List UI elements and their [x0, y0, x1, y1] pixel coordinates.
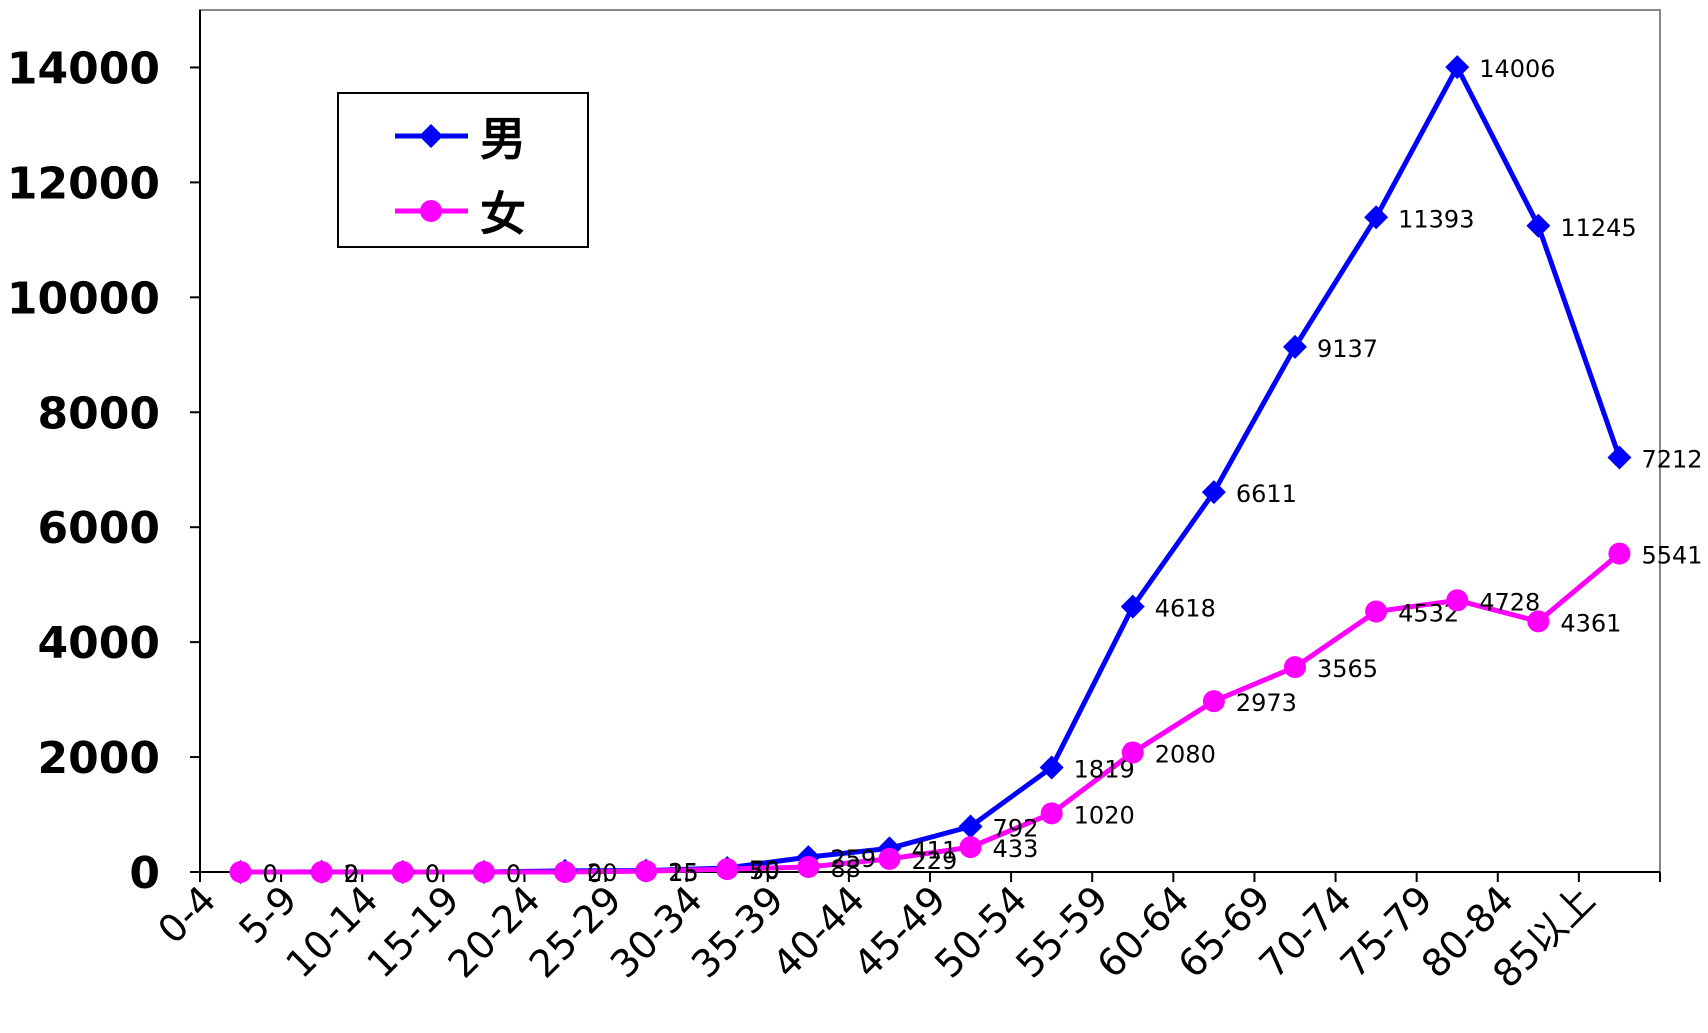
data-label-male: 259 [830, 845, 876, 873]
y-tick-label: 4000 [38, 618, 160, 669]
point-female [229, 861, 252, 883]
data-label-female: 88 [830, 855, 861, 883]
x-axis-ticks: 0-4 5-910-1415-1920-2425-2930-3435-3940-4… [149, 872, 1661, 996]
x-tick-label: 10-14 [277, 877, 386, 986]
legend: 男 女 [337, 92, 589, 248]
point-female [1446, 589, 1469, 612]
data-label-female: 1020 [1074, 801, 1135, 829]
point-female [635, 860, 658, 883]
x-tick-label: 15-19 [359, 877, 468, 986]
legend-label-male: 男 [480, 112, 526, 166]
point-male [1607, 445, 1632, 470]
x-tick-label: 70-74 [1251, 877, 1360, 986]
y-axis-ticks: 0 2000 4000 6000 8000 10000 12000 14000 [7, 43, 200, 899]
data-label-female: 15 [668, 859, 699, 887]
data-label-female: 0 [344, 860, 359, 888]
data-label-male: 6611 [1236, 480, 1297, 508]
point-female [1527, 610, 1550, 633]
point-female [1202, 690, 1225, 713]
y-tick-label: 10000 [7, 273, 160, 324]
x-tick-label: 0-4 [149, 877, 224, 952]
data-label-male: 411 [911, 836, 957, 864]
x-tick-label: 55-59 [1007, 877, 1116, 986]
data-label-male: 11393 [1398, 205, 1474, 233]
data-label-male: 70 [749, 856, 780, 884]
data-label-female: 2080 [1155, 740, 1216, 768]
point-male [1283, 334, 1307, 359]
x-tick-label: 35-39 [683, 877, 792, 986]
x-tick-label: 60-64 [1089, 877, 1198, 986]
data-label-female: 4728 [1479, 588, 1540, 616]
data-label-female: 0 [425, 860, 440, 888]
legend-marker-male [419, 124, 443, 148]
data-label-female: 0 [587, 860, 602, 888]
x-tick-label: 75-79 [1332, 877, 1441, 986]
data-label-male: 4618 [1155, 595, 1216, 623]
data-label-male: 1819 [1074, 755, 1135, 783]
point-female [1365, 600, 1388, 623]
y-tick-label: 8000 [38, 388, 160, 439]
data-label-female: 4361 [1560, 609, 1621, 637]
data-label-female: 229 [911, 847, 957, 875]
data-label-female: 433 [993, 835, 1039, 863]
data-label-male: 0 [506, 860, 521, 888]
legend-label-female: 女 [480, 187, 526, 241]
y-tick-label: 14000 [7, 43, 160, 94]
data-label-male: 7212 [1641, 446, 1702, 474]
point-female [310, 861, 333, 883]
data-label-female: 2973 [1236, 689, 1297, 717]
point-male [1364, 205, 1389, 230]
point-female [1284, 656, 1306, 679]
data-label-male: 0 [425, 860, 440, 888]
data-label-male: 792 [993, 814, 1039, 842]
point-female [797, 855, 820, 878]
point-male [1120, 594, 1145, 619]
data-label-male: 20 [587, 859, 618, 887]
series-layer: 0 2 0 0 20 25 70 259 411792181946186611913711393… [228, 55, 1703, 888]
data-label-male: 9137 [1317, 335, 1378, 363]
x-tick-label: 20-24 [440, 877, 549, 986]
series-line-female [240, 551, 1622, 875]
data-label-female: 0 [263, 860, 278, 888]
data-label-female: 50 [749, 857, 780, 885]
y-tick-label: 12000 [7, 158, 160, 209]
x-tick-label: 50-54 [926, 877, 1035, 986]
y-tick-label: 2000 [38, 733, 160, 784]
point-female [391, 861, 414, 883]
data-label-female: 3565 [1317, 655, 1378, 683]
point-female [1121, 741, 1144, 764]
point-male [1526, 213, 1551, 238]
x-tick-label: 30-34 [602, 877, 711, 986]
x-tick-label: 65-69 [1170, 877, 1279, 986]
point-male [1445, 55, 1470, 80]
data-label-male: 0 [263, 860, 278, 888]
data-label-female: 0 [506, 860, 521, 888]
point-female [1608, 542, 1631, 565]
y-tick-label: 6000 [38, 503, 160, 554]
x-tick-label: 40-44 [764, 877, 873, 986]
point-female [1040, 802, 1063, 825]
point-female [716, 858, 739, 881]
point-female [959, 836, 982, 859]
point-female [878, 847, 901, 870]
data-label-male: 14006 [1479, 55, 1555, 83]
data-label-male: 2 [344, 860, 359, 888]
point-female [554, 861, 576, 883]
point-female [472, 861, 495, 883]
legend-box [337, 92, 589, 248]
point-male [1201, 480, 1226, 505]
x-tick-label: 45-49 [845, 877, 954, 986]
legend-marker-female [420, 200, 442, 222]
data-label-female: 5541 [1641, 542, 1702, 570]
data-label-male: 11245 [1560, 214, 1636, 242]
x-tick-label: 25-29 [521, 877, 630, 986]
point-male [1039, 755, 1064, 780]
data-label-male: 25 [668, 859, 699, 887]
point-male [958, 814, 983, 839]
y-tick-label: 0 [129, 848, 160, 899]
